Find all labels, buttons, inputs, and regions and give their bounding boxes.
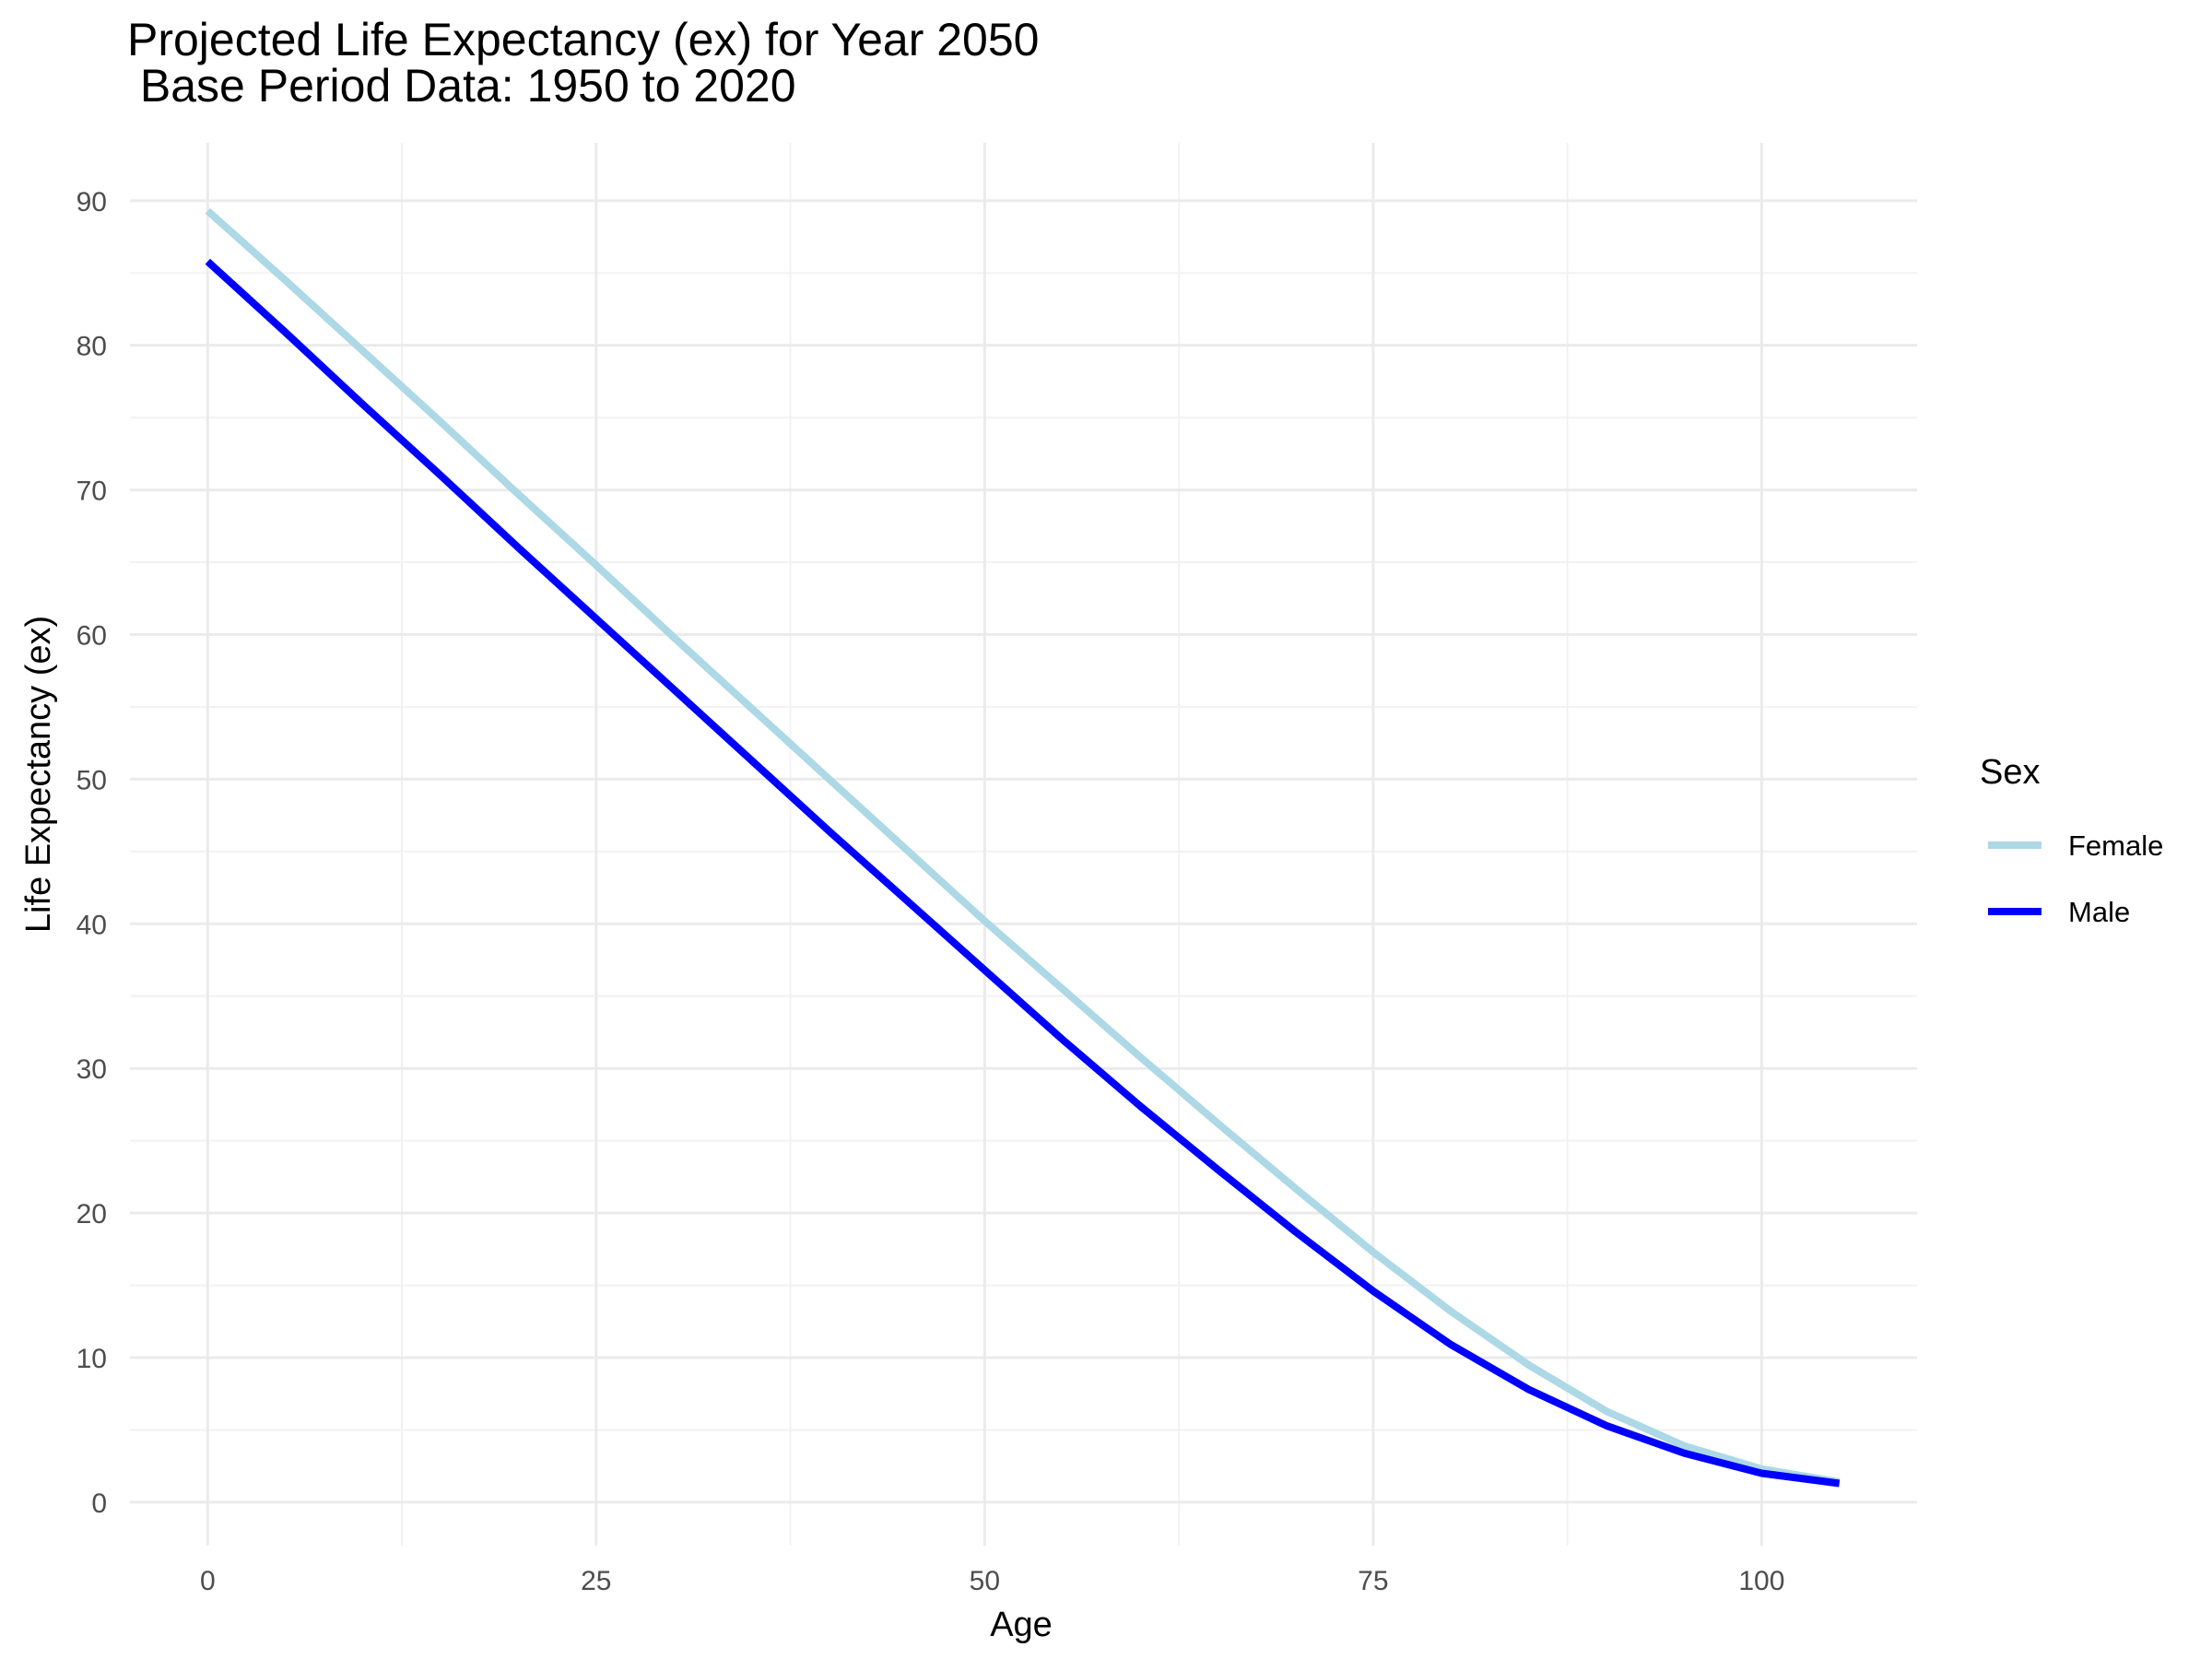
series-line-male [205, 258, 1841, 1488]
y-tick-label: 90 [76, 187, 107, 218]
x-axis-title: Age [990, 1606, 1053, 1644]
x-axis-ticks: 0 25 50 75 100 [200, 1566, 1784, 1596]
y-tick-label: 10 [76, 1344, 107, 1374]
y-tick-label: 20 [76, 1199, 107, 1230]
x-tick-label: 100 [1738, 1566, 1784, 1596]
x-tick-label: 75 [1358, 1566, 1388, 1596]
series-line-female [205, 207, 1841, 1486]
major-gridlines [130, 143, 1917, 1546]
legend-label-male: Male [2068, 896, 2130, 928]
series-lines [205, 207, 1841, 1488]
legend: Sex Female Male [1980, 753, 2163, 928]
chart-title: Projected Life Expectancy (ex) for Year … [127, 14, 1040, 65]
chart-subtitle: Base Period Data: 1950 to 2020 [127, 60, 796, 112]
legend-label-female: Female [2068, 830, 2163, 862]
minor-gridlines [130, 143, 1917, 1546]
y-tick-label: 30 [76, 1054, 107, 1085]
y-axis-ticks: 0 10 20 30 40 50 60 70 80 90 [76, 187, 107, 1519]
y-tick-label: 70 [76, 477, 107, 507]
x-tick-label: 0 [200, 1566, 216, 1596]
y-tick-label: 0 [91, 1488, 107, 1519]
y-tick-label: 40 [76, 910, 107, 940]
legend-title: Sex [1980, 753, 2040, 792]
y-tick-label: 60 [76, 620, 107, 651]
legend-items: Female Male [1988, 830, 2163, 928]
x-tick-label: 25 [581, 1566, 611, 1596]
y-tick-label: 80 [76, 332, 107, 362]
y-tick-label: 50 [76, 765, 107, 795]
y-axis-title: Life Expectancy (ex) [19, 616, 58, 933]
x-tick-label: 50 [970, 1566, 1000, 1596]
